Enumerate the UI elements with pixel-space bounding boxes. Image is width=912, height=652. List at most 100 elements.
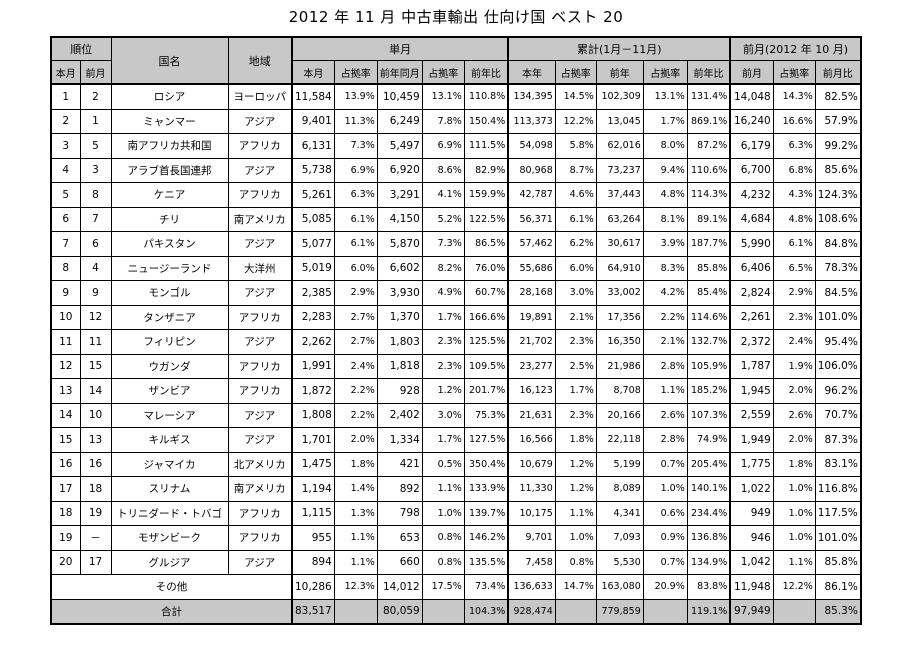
cell-p-share: 1.0%: [772, 525, 816, 551]
header-c-yoy: 前年比: [686, 60, 731, 85]
page-title: 2012 年 11 月 中古車輸出 仕向け国 ベスト 20: [288, 8, 624, 26]
cell-m-prev-year: 6,920: [376, 157, 423, 183]
cell-rank: 13: [50, 378, 81, 404]
cell-c-prev-share: 0.7%: [642, 451, 688, 477]
cell-p-units: 6,179: [729, 133, 774, 159]
cell-region: アフリカ: [227, 133, 293, 159]
cell-m-prev-share: 4.9%: [421, 280, 465, 306]
cell-prev-rank: 5: [79, 133, 112, 159]
cell-c-prev-share: 0.9%: [642, 525, 688, 551]
cell-p-share: 16.6%: [772, 108, 816, 134]
cell-p-units: 4,232: [729, 182, 774, 208]
cell-rank: 7: [50, 231, 81, 257]
header-p-units: 前月: [729, 60, 774, 85]
cell-m-yoy: 110.8%: [463, 83, 509, 110]
cell-rank: 9: [50, 280, 81, 306]
header-monthly: 単月: [290, 36, 509, 61]
cell-region: アジア: [227, 108, 293, 134]
cell-c-prev-year: 5,199: [595, 451, 644, 477]
header-prev-month: 前月(2012 年 10 月): [729, 36, 862, 61]
cell-m-yoy: 76.0%: [463, 255, 509, 281]
cell-p-units: 2,261: [729, 304, 774, 330]
cell-c-share: 14.5%: [554, 83, 597, 110]
total-label: 合計: [50, 598, 293, 625]
cell-p-mom: 78.3%: [814, 255, 862, 281]
cell-c-prev-share: 1.0%: [642, 476, 688, 502]
cell-m-units: 5,261: [290, 182, 335, 208]
cell-c-share: 14.7%: [554, 574, 597, 600]
cell-m-prev-share: 3.0%: [421, 402, 465, 428]
cell-prev-rank: 13: [79, 427, 112, 453]
cell-c-prev-year: 33,002: [595, 280, 644, 306]
table-row: 17 18 スリナム 南アメリカ 1,194 1.4% 892 1.1% 133.9% 11,33…: [50, 476, 862, 502]
cell-c-yoy: 85.4%: [686, 280, 731, 306]
cell-c-units: 10,679: [507, 451, 556, 477]
cell-p-units: 1,787: [729, 353, 774, 379]
cell-p-mom: 95.4%: [814, 329, 862, 355]
header-c-share: 占拠率: [554, 60, 597, 85]
cell-m-yoy: 125.5%: [463, 329, 509, 355]
cell-c-prev-share: 8.3%: [642, 255, 688, 281]
cell-m-units: 5,738: [290, 157, 335, 183]
cell-country: ミャンマー: [110, 108, 229, 134]
cell-c-units: 54,098: [507, 133, 556, 159]
cell-c-prev-share: 4.2%: [642, 280, 688, 306]
cell-c-yoy: 185.2%: [686, 378, 731, 404]
cell-m-share: 2.7%: [333, 304, 378, 330]
cell-c-yoy: 83.8%: [686, 574, 731, 600]
cell-m-prev-share: 1.7%: [421, 304, 465, 330]
cell-m-prev-year: 798: [376, 500, 423, 526]
cell-empty: [421, 598, 465, 625]
cell-c-share: 0.8%: [554, 549, 597, 575]
cell-rank: 10: [50, 304, 81, 330]
cell-m-prev-share: 6.9%: [421, 133, 465, 159]
cell-p-units: 2,559: [729, 402, 774, 428]
cell-c-units: 10,175: [507, 500, 556, 526]
cell-rank: 3: [50, 133, 81, 159]
cell-prev-rank: 8: [79, 182, 112, 208]
cell-region: アジア: [227, 427, 293, 453]
cell-p-mom: 101.0%: [814, 525, 862, 551]
header-m-prev-share: 占拠率: [421, 60, 465, 85]
cell-m-yoy: 146.2%: [463, 525, 509, 551]
cell-m-prev-share: 4.1%: [421, 182, 465, 208]
cell-m-units: 955: [290, 525, 335, 551]
cell-c-prev-share: 1.1%: [642, 378, 688, 404]
cell-c-share: 1.2%: [554, 476, 597, 502]
cell-c-prev-year: 17,356: [595, 304, 644, 330]
cell-c-yoy: 869.1%: [686, 108, 731, 134]
header-c-prev-share: 占拠率: [642, 60, 688, 85]
header-m-yoy: 前年比: [463, 60, 509, 85]
cell-rank: 6: [50, 206, 81, 232]
header-m-share: 占拠率: [333, 60, 378, 85]
cell-m-share: 2.2%: [333, 402, 378, 428]
cell-p-share: 6.1%: [772, 231, 816, 257]
table-row: 15 13 キルギス アジア 1,701 2.0% 1,334 1.7% 127.5% 16,56…: [50, 427, 862, 453]
cell-c-yoy: 131.4%: [686, 83, 731, 110]
cell-p-units: 97,949: [729, 598, 774, 625]
table-row: 5 8 ケニア アフリカ 5,261 6.3% 3,291 4.1% 159.9% 42,787 4…: [50, 182, 862, 208]
cell-m-units: 1,475: [290, 451, 335, 477]
cell-c-yoy: 187.7%: [686, 231, 731, 257]
cell-c-prev-year: 30,617: [595, 231, 644, 257]
header-region: 地域: [227, 36, 293, 85]
cell-c-units: 23,277: [507, 353, 556, 379]
cell-p-units: 6,406: [729, 255, 774, 281]
header-cumulative: 累計(1月－11月): [507, 36, 731, 61]
cell-m-units: 1,991: [290, 353, 335, 379]
cell-m-yoy: 135.5%: [463, 549, 509, 575]
cell-rank: 2: [50, 108, 81, 134]
cell-c-units: 57,462: [507, 231, 556, 257]
cell-rank: 11: [50, 329, 81, 355]
cell-c-prev-year: 8,708: [595, 378, 644, 404]
cell-m-yoy: 104.3%: [463, 598, 509, 625]
header-prev-rank: 前月: [79, 60, 112, 85]
cell-m-prev-year: 5,870: [376, 231, 423, 257]
cell-p-mom: 84.8%: [814, 231, 862, 257]
cell-m-prev-share: 17.5%: [421, 574, 465, 600]
cell-c-share: 2.3%: [554, 402, 597, 428]
cell-m-yoy: 127.5%: [463, 427, 509, 453]
table-row: 11 11 フィリピン アジア 2,262 2.7% 1,803 2.3% 125.5% 21,7…: [50, 329, 862, 355]
cell-m-prev-year: 892: [376, 476, 423, 502]
cell-c-yoy: 105.9%: [686, 353, 731, 379]
